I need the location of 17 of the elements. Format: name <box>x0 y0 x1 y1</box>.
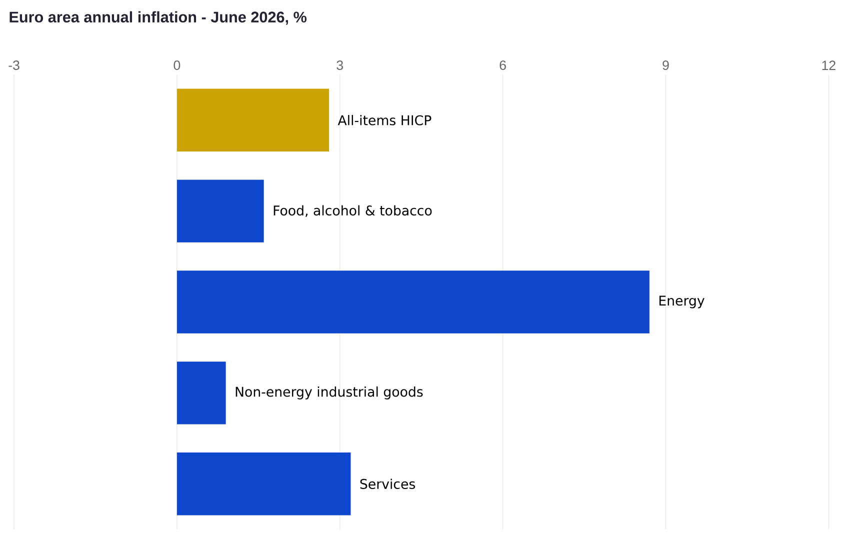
y-tick-label: Energy <box>659 296 704 308</box>
x-tick-label: 6 <box>500 60 506 70</box>
bar <box>176 270 650 334</box>
x-tick-label: -3 <box>8 60 20 70</box>
y-tick-label: Food, alcohol & tobacco <box>274 205 432 217</box>
y-tick-label: Services <box>360 478 416 490</box>
y-tick-label: All-items HICP <box>338 114 432 126</box>
x-tick-label: 3 <box>336 60 344 70</box>
x-tick-label: 12 <box>822 60 836 70</box>
bar <box>176 452 351 516</box>
bar <box>176 88 330 152</box>
x-tick-label: 9 <box>662 60 669 70</box>
bar <box>176 180 264 242</box>
y-tick-label: Non-energy industrial goods <box>236 386 423 400</box>
x-tick-label: 0 <box>174 60 180 70</box>
chart-title: Euro area annual inflation - June 2026, % <box>10 11 307 25</box>
bar <box>176 362 226 424</box>
